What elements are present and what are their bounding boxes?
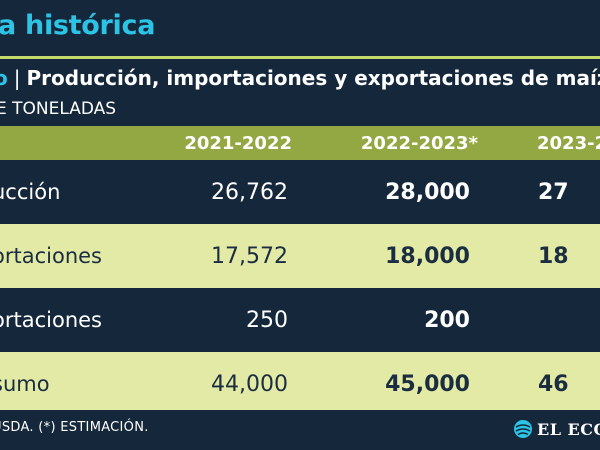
source-note: USDA. (*) ESTIMACIÓN. [0, 420, 149, 435]
column-header: 2021-2022 [184, 132, 292, 154]
table-cell: 44,000 [211, 371, 288, 397]
row-label: ortaciones [0, 244, 102, 268]
column-header: 2022-2023* [360, 132, 478, 154]
title-divider [0, 56, 600, 59]
row-label: sumo [0, 372, 50, 396]
globe-icon [513, 419, 533, 439]
subtitle-text: Producción, importaciones y exportacione… [26, 66, 600, 90]
footer: USDA. (*) ESTIMACIÓN. EL ECON [0, 410, 600, 450]
table-cell: 18,000 [385, 243, 470, 269]
chart-title: a histórica [0, 10, 156, 41]
row-label: ortaciones [0, 308, 102, 332]
table-cell: 28,000 [385, 179, 470, 205]
logo-text: EL ECON [537, 419, 600, 439]
units-label: E TONELADAS [0, 99, 117, 119]
subtitle-lead: o [0, 66, 8, 90]
table-cell: 26,762 [211, 179, 288, 205]
table-cell: 200 [424, 307, 470, 333]
publisher-logo: EL ECON [513, 418, 600, 440]
table-row: ucción 26,762 28,000 27 [0, 160, 600, 224]
table-header-row: 2021-2022 2022-2023* 2023-2 [0, 126, 600, 160]
table-cell: 18 [538, 243, 569, 269]
title-bar: a histórica [0, 0, 600, 56]
table-cell: 17,572 [211, 243, 288, 269]
table-cell: 46 [538, 371, 569, 397]
table-cell: 250 [246, 307, 288, 333]
table-cell: 27 [538, 179, 569, 205]
column-header: 2023-2 [537, 132, 600, 154]
table-cell: 45,000 [385, 371, 470, 397]
chart-subtitle: o | Producción, importaciones y exportacio… [0, 66, 600, 90]
table-row: ortaciones 250 200 [0, 288, 600, 352]
table-row: sumo 44,000 45,000 46 [0, 352, 600, 416]
data-table: 2021-2022 2022-2023* 2023-2 ucción 26,76… [0, 126, 600, 416]
row-label: ucción [0, 180, 61, 204]
table-row: ortaciones 17,572 18,000 18 [0, 224, 600, 288]
subtitle-separator: | [13, 66, 21, 90]
